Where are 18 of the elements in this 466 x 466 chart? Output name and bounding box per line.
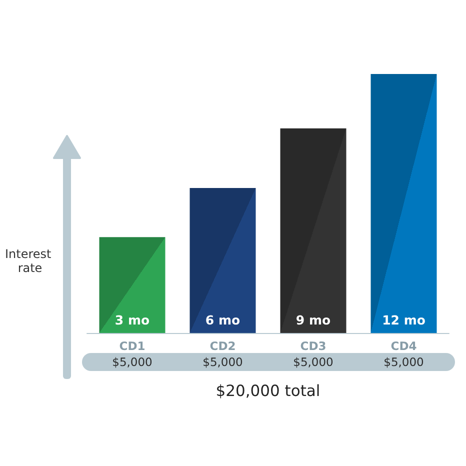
text: $5,000 (293, 355, 334, 369)
text: $20,000 total (216, 382, 320, 400)
bar (190, 188, 256, 333)
y-axis-title: Interest rate (4, 247, 56, 275)
x-tick-label: CD1 (119, 339, 146, 353)
x-tick-label: CD4 (390, 339, 417, 353)
text: $5,000 (384, 355, 424, 369)
x-tick-label: CD2 (210, 339, 236, 353)
annotation: 12 mo (382, 312, 426, 328)
bar (370, 74, 437, 333)
annotation: 6 mo (205, 312, 240, 328)
annotation: 3 mo (114, 312, 150, 328)
text: $5,000 (112, 355, 152, 369)
bar (280, 128, 346, 333)
x-tick-label: CD3 (300, 339, 326, 353)
text: $5,000 (202, 355, 243, 369)
annotation: 9 mo (296, 312, 331, 328)
bar (99, 237, 166, 333)
